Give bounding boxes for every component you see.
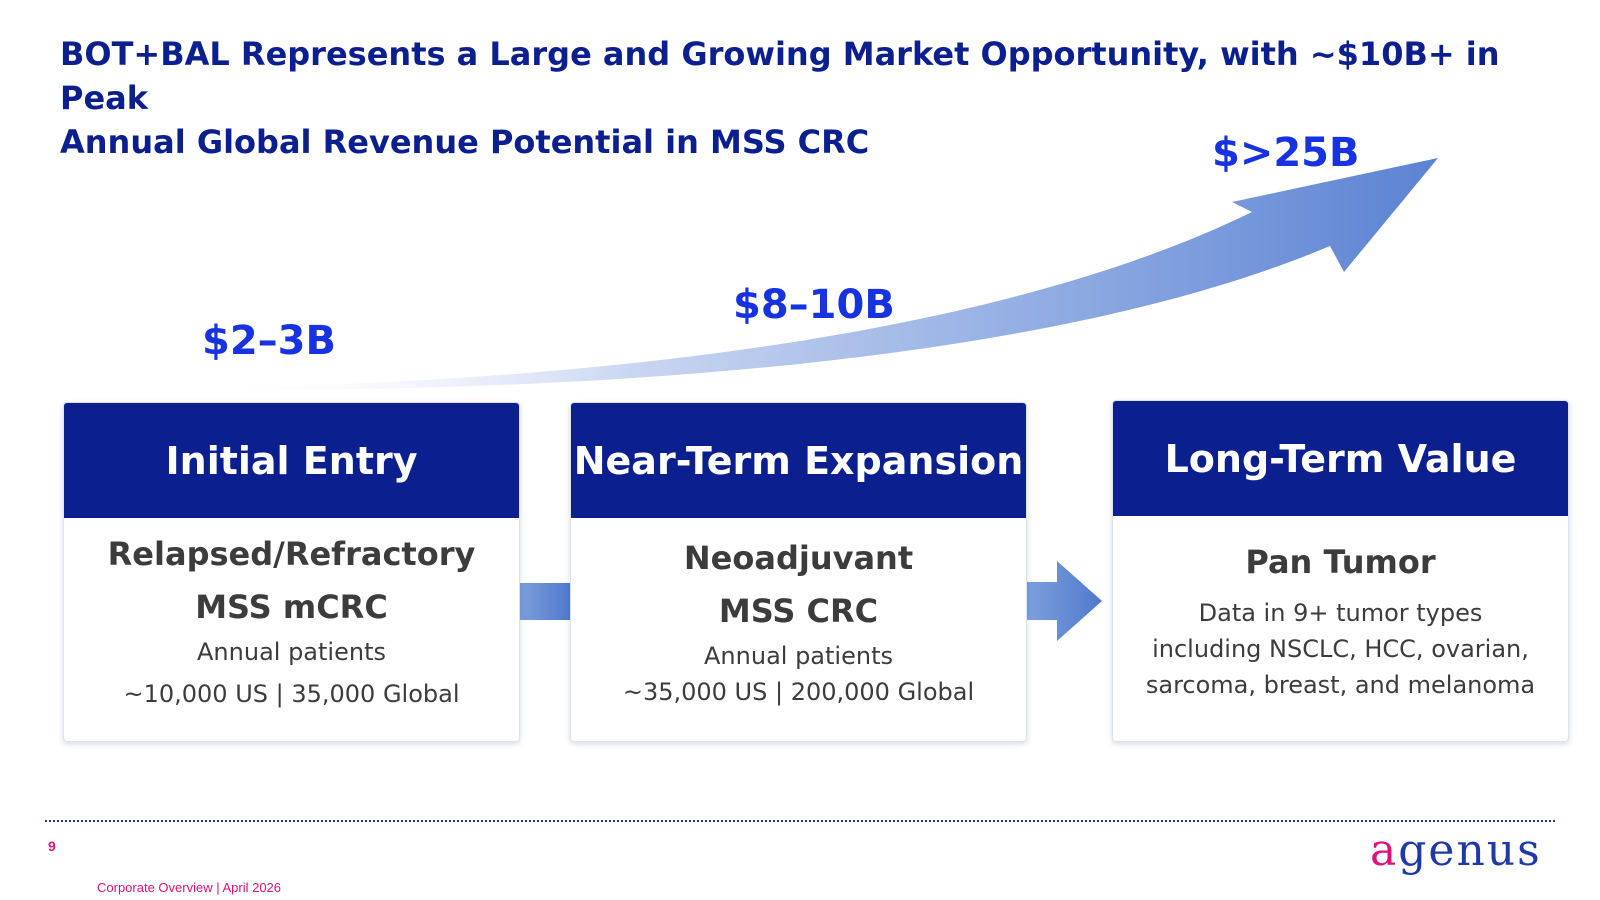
card-initial-entry: Initial Entry Relapsed/Refractory MSS mC…: [63, 402, 520, 742]
patients-label: Annual patients: [197, 638, 386, 666]
slide-title: BOT+BAL Represents a Large and Growing M…: [60, 32, 1520, 164]
indication-subtitle: MSS mCRC: [195, 588, 388, 626]
patients-count: ~10,000 US | 35,000 Global: [123, 680, 460, 708]
card-body: Neoadjuvant MSS CRC Annual patients ~35,…: [571, 518, 1026, 710]
footer-divider: [45, 820, 1555, 822]
description: Data in 9+ tumor types including NSCLC, …: [1113, 595, 1568, 703]
description-line: including NSCLC, HCC, ovarian,: [1152, 635, 1529, 663]
footer-text: Corporate Overview | April 2026: [97, 880, 282, 895]
slide-title-line-2: Annual Global Revenue Potential in MSS C…: [60, 123, 870, 161]
card-header: Initial Entry: [64, 403, 519, 518]
value-near-term: $8–10B: [733, 282, 895, 328]
indication-title: Relapsed/Refractory: [107, 535, 476, 573]
svg-text:agenus: agenus: [1370, 825, 1542, 876]
growth-arrow: [200, 158, 1438, 391]
patients-count: ~35,000 US | 200,000 Global: [622, 678, 975, 706]
connector-arrow-2: [1025, 561, 1102, 641]
card-body: Relapsed/Refractory MSS mCRC Annual pati…: [64, 518, 519, 712]
card-long-term-value: Long-Term Value Pan Tumor Data in 9+ tum…: [1112, 400, 1569, 742]
indication-title: Pan Tumor: [1245, 543, 1436, 581]
value-initial-entry: $2–3B: [202, 318, 336, 364]
indication-subtitle: MSS CRC: [718, 592, 879, 630]
agenus-logo: agenus: [1370, 825, 1542, 876]
slide-title-line-1: BOT+BAL Represents a Large and Growing M…: [60, 35, 1500, 117]
value-long-term: $>25B: [1212, 130, 1360, 176]
card-body: Pan Tumor Data in 9+ tumor types includi…: [1113, 516, 1568, 703]
description-line: sarcoma, breast, and melanoma: [1145, 671, 1536, 699]
patients-label: Annual patients: [704, 642, 893, 670]
card-header: Near-Term Expansion: [571, 403, 1026, 518]
card-near-term-expansion: Near-Term Expansion Neoadjuvant MSS CRC …: [570, 402, 1027, 742]
card-header: Long-Term Value: [1113, 401, 1568, 516]
connector-arrow-1: [518, 583, 570, 620]
page-number: 9: [48, 838, 56, 854]
indication-title: Neoadjuvant: [683, 539, 914, 577]
description-line: Data in 9+ tumor types: [1198, 599, 1483, 627]
